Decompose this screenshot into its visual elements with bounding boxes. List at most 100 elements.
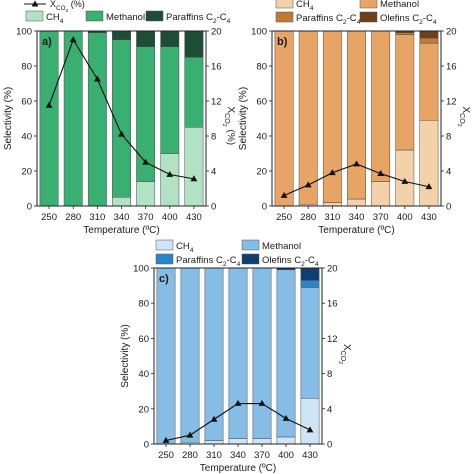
panel-label: c) — [159, 273, 169, 285]
bar-methanol-370 — [371, 30, 391, 182]
y2-tick-label: 0 — [327, 440, 332, 451]
x-tick-label: 340 — [114, 212, 130, 223]
x-tick-label: 280 — [300, 212, 316, 223]
legend-swatch — [275, 0, 294, 9]
y2-tick-label: 8 — [327, 369, 332, 380]
conversion-point — [186, 431, 194, 438]
bar-ch4-340 — [347, 198, 366, 207]
y2-tick-label: 0 — [446, 202, 451, 213]
panel-b: 0 20 40 60 80 100 0 4 8 12 16 20 250 280 310 340 370 400 4… — [238, 0, 471, 236]
conversion-point — [401, 177, 409, 184]
legend-swatch — [145, 10, 164, 22]
x-tick-label: 400 — [162, 212, 178, 223]
legend-swatch — [25, 10, 44, 22]
y-tick-label: 40 — [21, 132, 32, 143]
bar-methanol-280 — [298, 30, 318, 205]
conversion-point — [328, 169, 336, 176]
legend-swatch — [155, 239, 174, 251]
panel-a: 0 20 40 60 80 100 0 4 8 12 16 20 250 280 310 340 370 400 4… — [3, 0, 236, 236]
bar-ch4-340 — [112, 197, 131, 207]
y2-axis-label: XCO2 — [337, 344, 352, 364]
conversion-point — [162, 436, 170, 443]
x-tick-label: 250 — [158, 450, 174, 461]
conversion-point — [93, 75, 101, 82]
conversion-point — [69, 36, 77, 43]
panel-label: a) — [42, 36, 52, 48]
legend-label: Methanol — [106, 12, 145, 23]
bar-paraffins-c2-c4-400 — [395, 32, 415, 35]
x-tick-label: 430 — [421, 212, 437, 223]
x-tick-label: 430 — [186, 212, 202, 223]
y-tick-label: 0 — [27, 202, 32, 213]
x-tick-label: 370 — [138, 212, 154, 223]
y-tick-label: 20 — [21, 167, 32, 178]
x-tick-label: 280 — [182, 450, 198, 461]
legend-label: Paraffins C2-C4 — [176, 255, 241, 268]
y2-tick-label: 0 — [211, 202, 216, 213]
bar-ch4-340 — [228, 438, 248, 445]
bar-methanol-430 — [419, 43, 439, 121]
x-tick-label: 340 — [230, 450, 246, 461]
y2-tick-label: 12 — [327, 334, 338, 345]
legend-swatch — [241, 239, 260, 251]
bar-paraffins-c2-c4-370 — [136, 30, 156, 47]
bar-paraffins-c2-c4-400 — [160, 30, 180, 47]
x-tick-label: 430 — [302, 450, 318, 461]
y-tick-label: 40 — [256, 132, 267, 143]
legend-label: Methanol — [380, 0, 419, 10]
panel-label: b) — [277, 36, 288, 48]
y2-tick-label: 12 — [211, 97, 222, 108]
legend-label: Paraffins C2-C4 — [166, 12, 231, 25]
legend-label: Paraffins C2-C4 — [296, 13, 361, 26]
legend-swatch — [85, 10, 104, 22]
bar-methanol-430 — [300, 287, 320, 399]
y-tick-label: 80 — [138, 299, 149, 310]
y2-tick-label: 16 — [327, 299, 338, 310]
conversion-point — [142, 158, 150, 165]
conversion-point — [166, 170, 174, 177]
panel-c: 0 20 40 60 80 100 0 4 8 12 16 20 250 280 310 340 370 400 4… — [120, 239, 352, 474]
y2-tick-label: 20 — [327, 264, 338, 275]
x-tick-label: 280 — [65, 212, 81, 223]
legend-label: CH4 — [46, 12, 64, 25]
bar-methanol-430 — [184, 57, 204, 128]
conversion-point — [282, 414, 290, 421]
y2-axis-label: XCO2 (%) — [221, 107, 236, 146]
bar-ch4-430 — [419, 120, 439, 207]
x-axis-label: Temperature (ºC) — [318, 225, 394, 236]
conversion-point — [118, 130, 125, 137]
conversion-point — [234, 399, 242, 406]
bar-ch4-370 — [371, 181, 391, 207]
bar-olefins-c2-c4-430 — [419, 30, 439, 39]
y2-tick-label: 8 — [446, 132, 451, 143]
x-tick-label: 310 — [324, 212, 340, 223]
y2-tick-label: 4 — [211, 167, 216, 178]
legend-swatch — [241, 253, 260, 265]
y2-tick-label: 12 — [446, 97, 457, 108]
bar-paraffins-c2-c4-430 — [184, 30, 204, 58]
bar-methanol-250 — [39, 30, 59, 207]
y2-tick-label: 8 — [211, 132, 216, 143]
y-tick-label: 100 — [133, 264, 149, 275]
bar-ch4-370 — [252, 438, 272, 445]
bar-paraffins-c2-c4-340 — [112, 30, 131, 40]
x-tick-label: 400 — [397, 212, 413, 223]
y2-axis-label: XCO2 — [456, 107, 471, 127]
conversion-point — [190, 175, 198, 182]
x-tick-label: 370 — [373, 212, 389, 223]
y2-tick-label: 20 — [446, 27, 457, 38]
y-axis-label: Selectivity (%) — [120, 324, 131, 387]
bar-methanol-250 — [274, 30, 294, 207]
x-axis-label: Temperature (ºC) — [83, 225, 159, 236]
conversion-point — [306, 426, 314, 433]
legend-label: Olefins C2-C4 — [262, 255, 319, 268]
legend-label: CH4 — [176, 241, 194, 254]
conversion-point — [45, 101, 53, 108]
conversion-point — [258, 399, 266, 406]
y-tick-label: 100 — [16, 27, 32, 38]
y-tick-label: 0 — [262, 202, 267, 213]
legend-conversion-label: XCO2 (%) — [50, 0, 85, 14]
y-tick-label: 20 — [138, 404, 149, 415]
bar-paraffins-c2-c4-430 — [419, 37, 439, 44]
